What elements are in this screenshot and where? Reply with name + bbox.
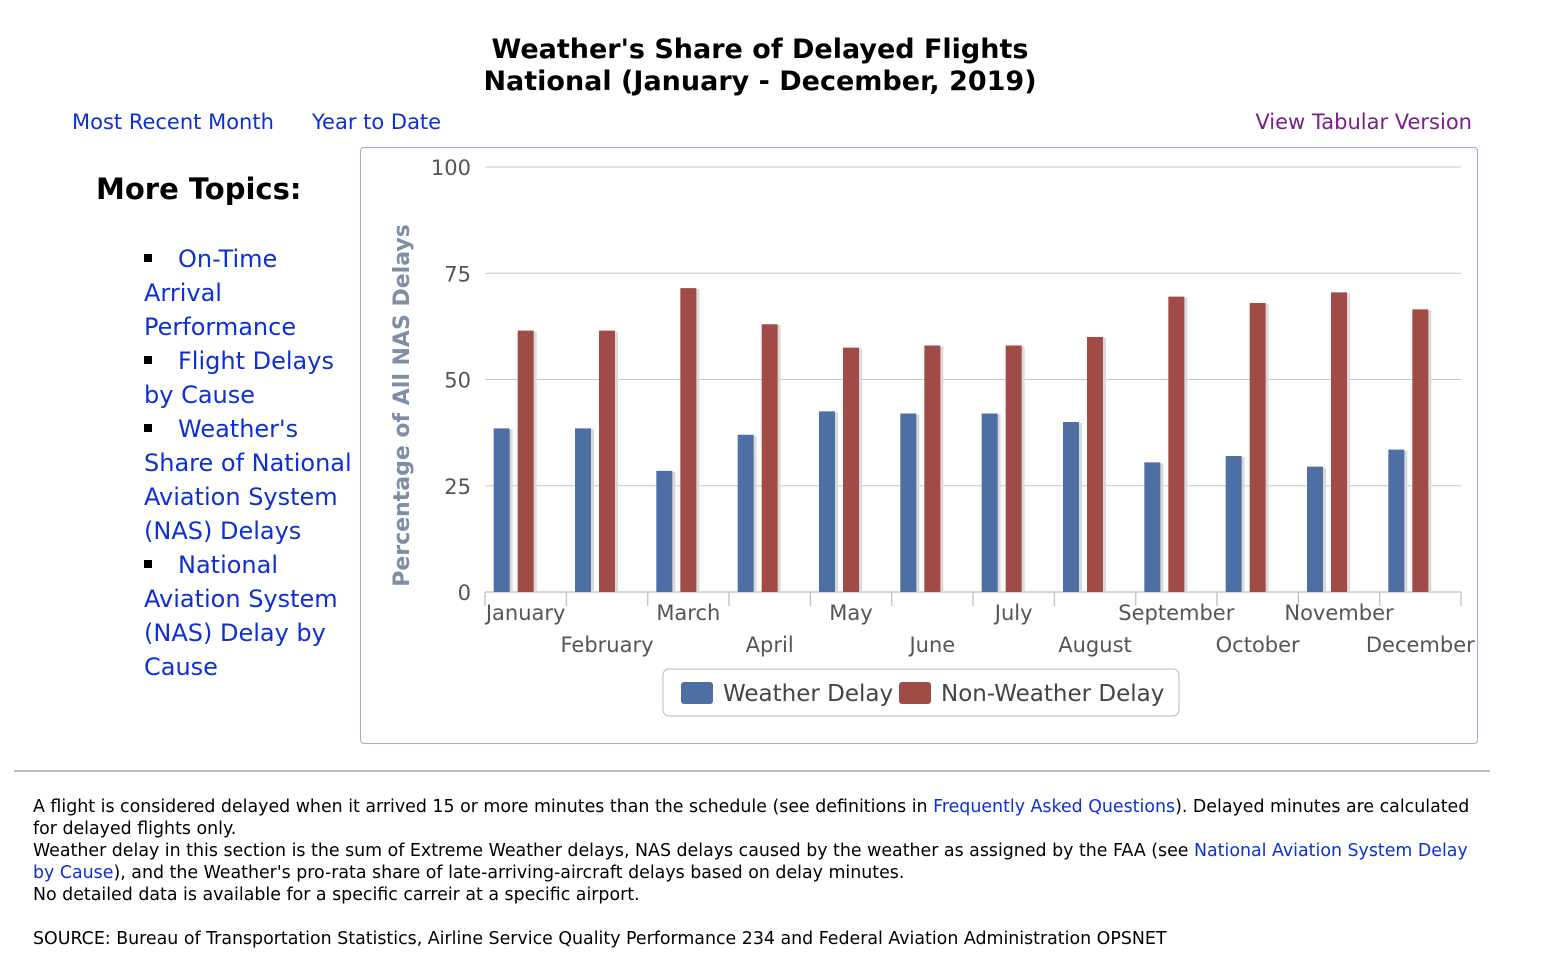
legend-label: Weather Delay (723, 681, 893, 707)
y-tick-label: 100 (431, 156, 471, 180)
bar-weather-delay (1063, 422, 1079, 592)
x-tick-label: October (1216, 633, 1300, 657)
chart-container: 0 25 50 75 100 Percentage of All NAS Delays Ja… (360, 147, 1478, 744)
bullet-icon (144, 424, 152, 432)
title-line-1: Weather's Share of Delayed Flights (491, 34, 1029, 65)
topic-link-on-time-arrival[interactable]: On-Time Arrival Performance (144, 245, 297, 341)
view-tabular-version-link[interactable]: View Tabular Version (1255, 110, 1472, 134)
bar-weather-delay (1388, 449, 1405, 592)
x-tick-label: December (1366, 633, 1475, 657)
legend-swatch-weather (681, 682, 713, 704)
x-tick-label: July (993, 601, 1033, 625)
nas-delay-link[interactable]: National Aviation System Delay by Cause (33, 841, 1468, 883)
bar-weather-delay (981, 413, 998, 592)
x-tick-label: June (907, 633, 955, 657)
bar-weather-delay (493, 428, 510, 592)
legend-label: Non-Weather Delay (941, 681, 1164, 707)
note-text: A flight is considered delayed when it a… (33, 797, 934, 817)
topic-item-on-time: On-Time Arrival Performance (144, 242, 359, 344)
bar-weather-delay (900, 413, 917, 592)
y-axis-title: Percentage of All NAS Delays (390, 224, 415, 587)
y-tick-label: 75 (444, 262, 471, 286)
x-tick-label: September (1118, 601, 1234, 625)
note-delay-definition: A flight is considered delayed when it a… (33, 796, 1483, 840)
topic-item-weather-share: Weather's Share of National Aviation Sys… (144, 412, 359, 548)
bar-weather-delay (737, 434, 754, 592)
y-tick-label: 25 (444, 475, 471, 499)
bar-non-weather-delay (843, 347, 859, 592)
topic-link-weather-share[interactable]: Weather's Share of National Aviation Sys… (144, 415, 352, 545)
topic-item-delays-by-cause: Flight Delays by Cause (144, 344, 359, 412)
legend-swatch-non-weather (899, 682, 931, 704)
most-recent-month-link[interactable]: Most Recent Month (72, 110, 274, 134)
page-title: Weather's Share of Delayed Flights Natio… (360, 34, 1160, 98)
bar-weather-delay (1225, 456, 1242, 592)
bar-weather-delay (575, 428, 591, 592)
bar-non-weather-delay (1168, 296, 1185, 592)
bar-non-weather-delay (1087, 337, 1103, 592)
note-weather-definition: Weather delay in this section is the sum… (33, 840, 1483, 884)
topic-link-flight-delays-by-cause[interactable]: Flight Delays by Cause (144, 347, 334, 409)
note-no-detail: No detailed data is available for a spec… (33, 885, 640, 905)
topic-link-nas-delay-by-cause[interactable]: National Aviation System (NAS) Delay by … (144, 551, 338, 681)
bar-weather-delay (1307, 466, 1323, 592)
faq-link[interactable]: Frequently Asked Questions (933, 797, 1176, 817)
x-tick-label: August (1058, 633, 1132, 657)
more-topics-heading: More Topics: (96, 172, 302, 206)
x-tick-label: November (1284, 601, 1394, 625)
note-text: Weather delay in this section is the sum… (33, 841, 1195, 861)
bar-non-weather-delay (680, 288, 697, 592)
bar-weather-delay (656, 470, 673, 592)
source-note: SOURCE: Bureau of Transportation Statist… (33, 929, 1167, 949)
title-line-2: National (January - December, 2019) (483, 66, 1037, 97)
x-tick-label: February (560, 633, 653, 657)
bar-chart: 0 25 50 75 100 Percentage of All NAS Delays Ja… (390, 156, 1475, 717)
bar-non-weather-delay (1249, 303, 1266, 592)
x-tick-label: May (829, 601, 872, 625)
bar-non-weather-delay (1005, 345, 1022, 592)
bullet-icon (144, 356, 152, 364)
x-tick-label: April (746, 633, 794, 657)
topic-item-nas-delay: National Aviation System (NAS) Delay by … (144, 548, 359, 684)
bar-non-weather-delay (761, 324, 778, 592)
bar-non-weather-delay (517, 330, 534, 592)
x-tick-label: January (484, 601, 566, 625)
y-tick-label: 50 (444, 369, 471, 393)
bar-non-weather-delay (924, 345, 941, 592)
divider (14, 770, 1490, 772)
bullet-icon (144, 560, 152, 568)
y-tick-label: 0 (458, 581, 471, 605)
year-to-date-link[interactable]: Year to Date (312, 110, 442, 134)
bar-non-weather-delay (599, 330, 615, 592)
note-text: ), and the Weather's pro-rata share of l… (113, 863, 905, 883)
bar-non-weather-delay (1331, 292, 1347, 592)
x-tick-label: March (656, 601, 720, 625)
note-text: ). Delayed minutes are calculated for de… (33, 797, 1470, 839)
bar-weather-delay (819, 411, 835, 592)
more-topics-list: On-Time Arrival Performance Flight Delay… (144, 242, 359, 684)
bar-weather-delay (1144, 462, 1161, 592)
bar-non-weather-delay (1412, 309, 1429, 592)
bullet-icon (144, 254, 152, 262)
footnotes: A flight is considered delayed when it a… (33, 796, 1483, 950)
